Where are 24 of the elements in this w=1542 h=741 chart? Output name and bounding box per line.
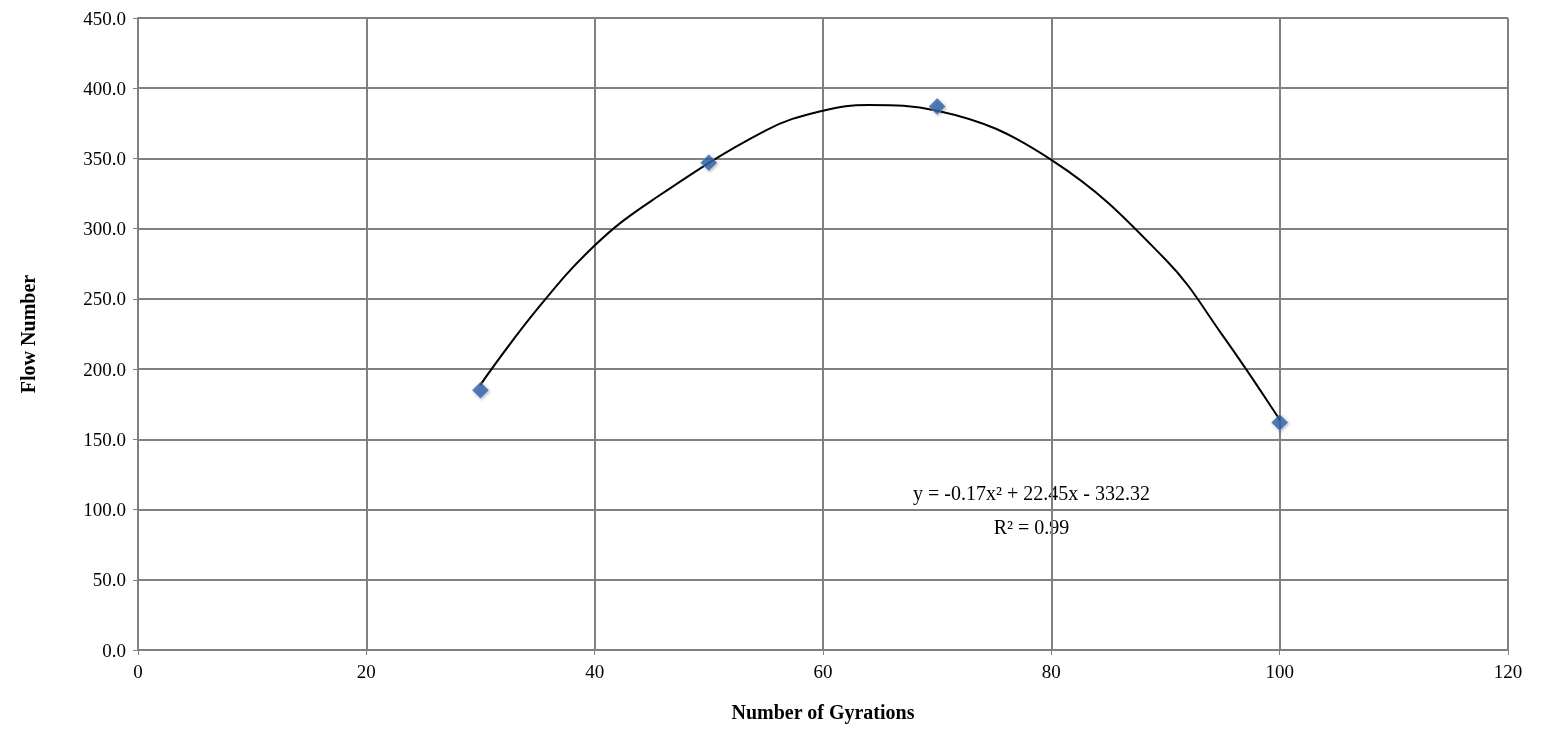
x-tick-label: 80 [1041, 661, 1061, 682]
point [928, 97, 947, 116]
y-tick-label: 250.0 [83, 288, 126, 310]
annotation: y = -0.17x² + 22.45x - 332.32 [913, 482, 1150, 505]
y-tick-label: 400.0 [83, 77, 126, 99]
y-tick-label: 350.0 [83, 147, 126, 169]
y-tick-label: 150.0 [83, 428, 126, 450]
point [699, 153, 718, 172]
x-tick-label: 60 [813, 661, 833, 682]
y-axis-title: Flow Number [17, 274, 39, 394]
x-tick-label: 100 [1265, 661, 1294, 682]
point [471, 381, 490, 400]
point [1270, 413, 1289, 432]
y-tick-label: 200.0 [83, 358, 126, 380]
x-axis-title: Number of Gyrations [731, 701, 915, 724]
y-tick-label: 100.0 [83, 499, 126, 521]
y-tick-label: 0.0 [102, 639, 126, 661]
x-tick-label: 40 [585, 661, 605, 682]
y-tick-label: 450.0 [83, 7, 126, 29]
x-tick-label: 20 [356, 661, 376, 682]
x-tick-label: 0 [133, 661, 143, 682]
y-tick-label: 300.0 [83, 218, 126, 240]
x-tick-label: 120 [1493, 661, 1523, 682]
y-tick-label: 50.0 [92, 569, 126, 591]
